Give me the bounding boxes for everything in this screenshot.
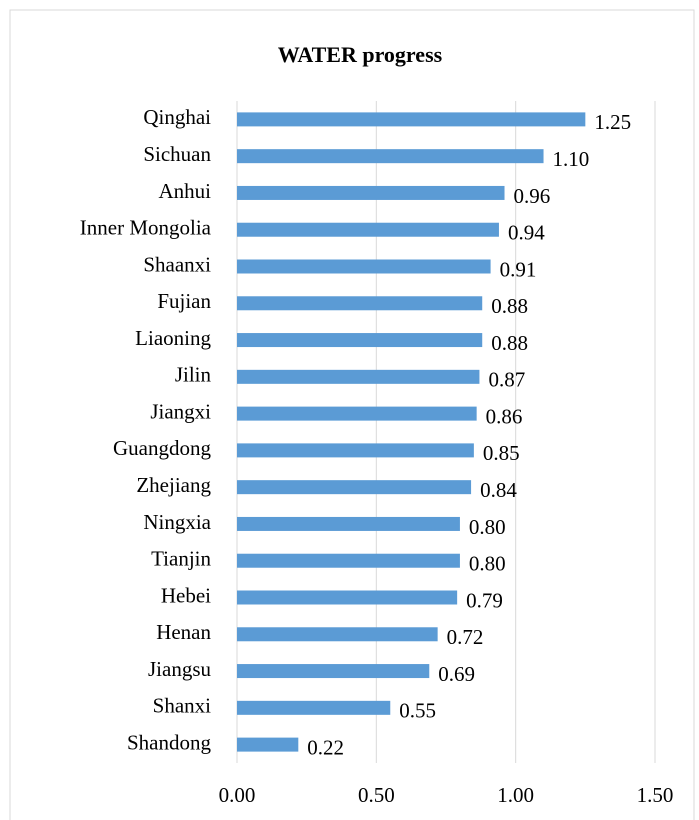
y-tick-label: Shaanxi — [143, 252, 211, 276]
value-label: 1.10 — [553, 147, 590, 171]
y-tick-label: Qinghai — [143, 105, 211, 129]
value-label: 0.80 — [469, 552, 506, 576]
y-tick-label: Guangdong — [113, 436, 211, 460]
x-tick-label: 1.50 — [637, 783, 674, 807]
bar — [237, 443, 474, 458]
y-tick-label: Anhui — [159, 179, 212, 203]
bar — [237, 406, 477, 421]
chart-title: WATER progress — [278, 42, 443, 67]
x-tick-label: 1.00 — [497, 783, 534, 807]
value-label: 0.96 — [514, 184, 551, 208]
y-tick-label: Jiangsu — [148, 657, 212, 681]
value-label: 0.86 — [486, 404, 523, 428]
value-label: 0.85 — [483, 441, 520, 465]
bar — [237, 627, 438, 642]
value-label: 0.72 — [447, 625, 484, 649]
value-label: 0.94 — [508, 221, 545, 245]
y-tick-label: Fujian — [157, 289, 211, 313]
bar — [237, 333, 483, 348]
y-tick-label: Zhejiang — [136, 473, 211, 497]
bar — [237, 149, 544, 164]
x-tick-label: 0.50 — [358, 783, 395, 807]
bar — [237, 259, 491, 274]
value-label: 0.91 — [500, 257, 537, 281]
y-tick-label: Jiangxi — [150, 399, 211, 423]
y-tick-label: Liaoning — [135, 326, 211, 350]
y-tick-label: Henan — [156, 620, 211, 644]
value-label: 0.84 — [480, 478, 517, 502]
bar — [237, 369, 480, 384]
bar — [237, 185, 505, 200]
value-label: 0.88 — [491, 331, 528, 355]
value-label: 0.80 — [469, 515, 506, 539]
value-label: 0.88 — [491, 294, 528, 318]
bar — [237, 516, 460, 531]
y-tick-label: Shandong — [127, 730, 212, 754]
bar — [237, 296, 483, 311]
y-tick-label: Inner Mongolia — [80, 216, 212, 240]
bar — [237, 553, 460, 568]
bar — [237, 480, 472, 495]
value-label: 0.69 — [438, 662, 475, 686]
bar — [237, 737, 299, 752]
bar — [237, 590, 458, 605]
y-tick-label: Hebei — [161, 583, 211, 607]
y-tick-label: Ningxia — [143, 510, 211, 534]
y-tick-label: Sichuan — [143, 142, 211, 166]
y-tick-label: Jilin — [175, 363, 212, 387]
bar — [237, 222, 499, 237]
value-label: 0.22 — [307, 735, 344, 759]
value-label: 0.87 — [488, 368, 525, 392]
y-tick-label: Tianjin — [151, 547, 211, 571]
value-label: 1.25 — [594, 110, 631, 134]
bar — [237, 112, 586, 127]
value-label: 0.79 — [466, 588, 503, 612]
bar — [237, 700, 391, 715]
x-tick-label: 0.00 — [219, 783, 256, 807]
y-tick-label: Shanxi — [153, 694, 212, 718]
bar — [237, 664, 430, 679]
value-label: 0.55 — [399, 699, 436, 723]
